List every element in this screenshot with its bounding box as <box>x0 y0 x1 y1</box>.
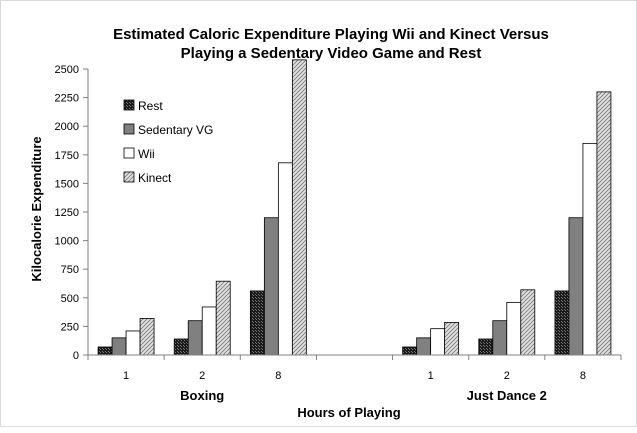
y-axis-title: Kilocalorie Expenditure <box>29 136 44 281</box>
bar-wii <box>201 306 217 356</box>
bar-kinect <box>596 91 612 356</box>
bar-sedentary-vg <box>263 217 279 356</box>
legend-label: Wii <box>138 147 155 161</box>
legend-swatch <box>123 147 135 159</box>
legend-label: Rest <box>138 99 163 113</box>
bar-kinect <box>520 289 536 356</box>
bar-wii <box>430 328 446 356</box>
bar-sedentary-vg <box>492 320 508 356</box>
bar-rest <box>554 290 570 356</box>
bar-sedentary-vg <box>187 320 203 356</box>
bar-sedentary-vg <box>416 337 432 356</box>
y-tick-label: 1500 <box>55 178 79 190</box>
y-tick-label: 0 <box>73 350 79 362</box>
bar-wii <box>582 142 598 356</box>
y-tick-label: 250 <box>61 321 79 333</box>
x-category-label: 2 <box>504 370 510 382</box>
x-category-label: 8 <box>580 370 586 382</box>
bar-kinect <box>444 321 460 356</box>
y-tick-label: 2000 <box>55 121 79 133</box>
legend-swatch <box>123 123 135 135</box>
bar-kinect <box>215 280 231 356</box>
chart-title-line-2: Playing a Sedentary Video Game and Rest <box>181 45 482 62</box>
y-tick-label: 2250 <box>55 93 79 105</box>
bar-wii <box>277 162 293 356</box>
legend-swatch <box>123 99 135 111</box>
x-axis-title: Hours of Playing <box>297 405 400 420</box>
bar-kinect <box>139 317 155 356</box>
x-category-label: 1 <box>428 370 434 382</box>
bar-sedentary-vg <box>568 217 584 356</box>
x-group-label: Boxing <box>180 388 224 403</box>
bar-rest <box>173 338 189 356</box>
bar-wii <box>125 330 141 356</box>
y-tick-label: 1750 <box>55 150 79 162</box>
legend-label: Kinect <box>138 171 172 185</box>
legend-swatch <box>123 171 135 183</box>
bar-kinect <box>291 59 307 356</box>
x-group-label: Just Dance 2 <box>467 388 547 403</box>
y-tick-label: 1250 <box>55 207 79 219</box>
bar-wii <box>506 301 522 356</box>
y-tick-label: 2500 <box>55 64 79 76</box>
bar-rest <box>249 290 265 356</box>
y-tick-label: 500 <box>61 293 79 305</box>
x-category-label: 2 <box>199 370 205 382</box>
x-category-label: 1 <box>123 370 129 382</box>
bar-rest <box>402 346 418 356</box>
y-tick-label: 750 <box>61 264 79 276</box>
y-tick-label: 1000 <box>55 236 79 248</box>
legend-label: Sedentary VG <box>138 123 213 137</box>
bar-sedentary-vg <box>111 337 127 356</box>
bar-rest <box>97 346 113 356</box>
x-category-label: 8 <box>275 370 281 382</box>
bar-rest <box>478 338 494 356</box>
chart-title-line-1: Estimated Caloric Expenditure Playing Wi… <box>113 26 549 43</box>
